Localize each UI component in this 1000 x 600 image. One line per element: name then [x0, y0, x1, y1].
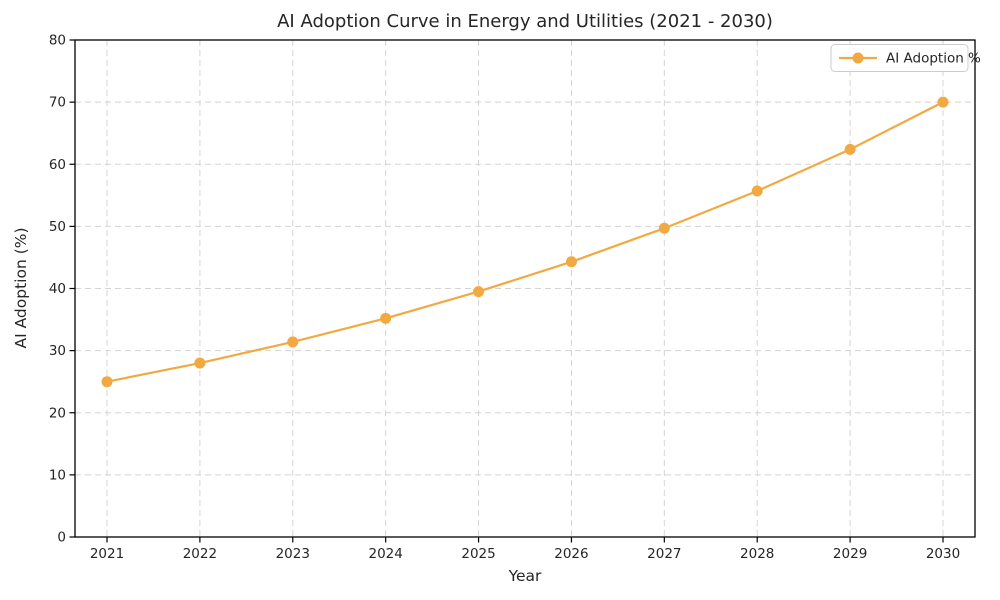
series-layer — [101, 96, 949, 388]
y-axis-title: AI Adoption (%) — [12, 227, 30, 348]
y-tick-label: 80 — [49, 33, 66, 49]
data-point — [101, 376, 113, 388]
x-tick-label: 2023 — [276, 546, 310, 562]
x-tick-label: 2027 — [647, 546, 681, 562]
x-tick-label: 2021 — [90, 546, 124, 562]
data-point — [380, 312, 392, 324]
legend-label: AI Adoption % — [886, 51, 981, 67]
data-point — [473, 286, 485, 298]
x-tick-label: 2030 — [926, 546, 960, 562]
x-tick-label: 2028 — [740, 546, 774, 562]
x-tick-label: 2026 — [554, 546, 588, 562]
data-point — [287, 336, 299, 348]
data-point — [194, 357, 206, 369]
legend-box — [830, 44, 969, 72]
grid-layer — [75, 40, 975, 537]
x-tick-label: 2024 — [368, 546, 402, 562]
legend-marker-dot — [852, 52, 864, 64]
x-tick-label: 2025 — [461, 546, 495, 562]
data-point — [844, 143, 856, 155]
y-tick-label: 70 — [49, 95, 66, 111]
data-point — [937, 96, 949, 108]
data-point — [658, 222, 670, 234]
y-tick-label: 20 — [49, 405, 66, 421]
x-axis-title: Year — [508, 567, 542, 585]
x-tick-label: 2029 — [833, 546, 867, 562]
tick-layer — [69, 39, 944, 543]
y-tick-label: 0 — [57, 530, 66, 546]
chart-title: AI Adoption Curve in Energy and Utilitie… — [277, 11, 773, 32]
data-line — [106, 101, 944, 383]
tick-label-layer: 2021 2022 2023 2024 2025 2026 2027 2028 2029 2030… — [49, 33, 960, 563]
y-tick-label: 50 — [49, 219, 66, 235]
x-tick-label: 2022 — [183, 546, 217, 562]
data-point — [751, 185, 763, 197]
y-tick-label: 10 — [49, 467, 66, 483]
y-tick-label: 60 — [49, 157, 66, 173]
legend: AI Adoption % — [830, 44, 981, 72]
y-tick-label: 30 — [49, 343, 66, 359]
data-point — [565, 256, 577, 268]
y-tick-label: 40 — [49, 281, 66, 297]
